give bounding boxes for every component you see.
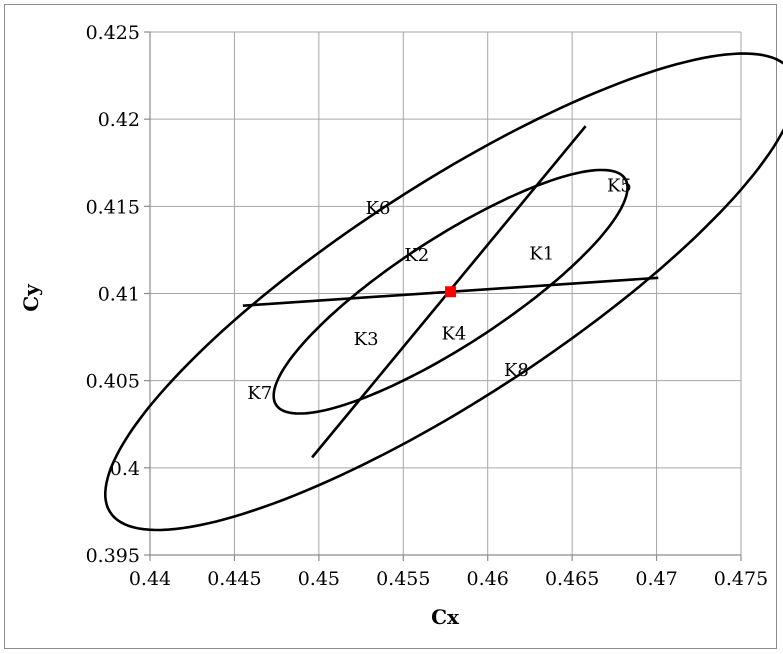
x-tick-label: 0.475 <box>714 568 768 590</box>
region-label: K6 <box>366 198 391 219</box>
region-label: K4 <box>441 324 466 345</box>
region-label: K5 <box>607 175 632 196</box>
x-tick-label: 0.47 <box>635 568 677 590</box>
outer-ellipse <box>104 52 783 532</box>
inner-ellipse <box>272 168 629 415</box>
chart-frame <box>4 4 777 649</box>
y-tick-label: 0.41 <box>98 284 140 306</box>
y-tick-label: 0.4 <box>110 458 140 480</box>
x-tick-label: 0.455 <box>376 568 430 590</box>
y-tick-label: 0.405 <box>86 371 140 393</box>
region-label: K8 <box>504 360 529 381</box>
x-tick-label: 0.44 <box>129 568 171 590</box>
y-axis-title: Cy <box>19 283 43 312</box>
label-layer: K1 K2 K3 K4 K5 K6 K7 K8 <box>247 175 632 403</box>
region-label: K7 <box>247 383 272 404</box>
y-tick-label: 0.42 <box>98 109 140 131</box>
region-label: K3 <box>354 329 379 350</box>
x-tick-label: 0.465 <box>545 568 599 590</box>
y-tick-label: 0.395 <box>86 545 140 567</box>
x-tick-label: 0.46 <box>467 568 509 590</box>
axis-layer: 0.44 0.445 0.45 0.455 0.46 0.465 0.47 0.475 0.39… <box>86 22 769 590</box>
region-label: K2 <box>404 245 429 266</box>
x-tick-label: 0.445 <box>207 568 261 590</box>
y-tick-label: 0.415 <box>86 196 140 218</box>
center-point-marker <box>445 286 457 298</box>
x-axis-title: Cx <box>431 605 460 629</box>
curve-layer <box>104 52 783 532</box>
x-tick-label: 0.45 <box>298 568 340 590</box>
region-label: K1 <box>529 243 554 264</box>
y-tick-label: 0.425 <box>86 22 140 44</box>
